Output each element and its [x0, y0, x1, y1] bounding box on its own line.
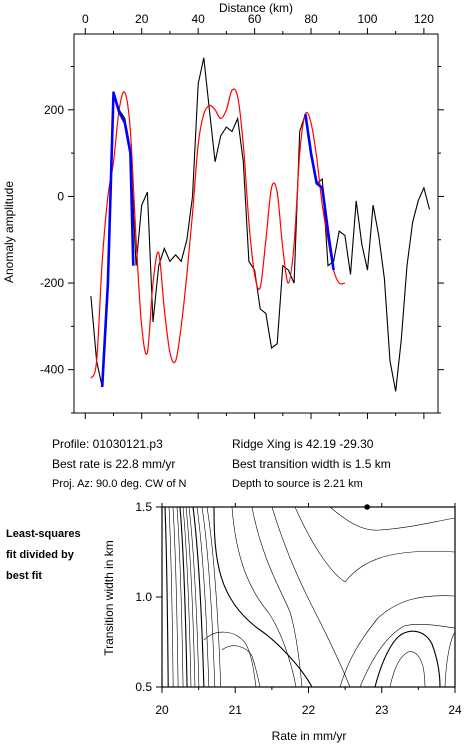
contour-line: [201, 506, 216, 688]
side-label-line: best fit: [6, 570, 43, 582]
profile-name: Profile: 01030121.p3: [52, 437, 163, 451]
contour-x-tick-label: 24: [448, 703, 462, 717]
contour-y-ticks: 0.5 1.0 1.5: [135, 500, 162, 694]
best-transition-width: Best transition width is 1.5 km: [232, 457, 391, 471]
contour-line: [444, 631, 456, 688]
contour-line: [329, 506, 456, 531]
contour-line: [359, 624, 456, 688]
contour-line: [231, 506, 297, 688]
contour-line: [213, 506, 313, 688]
depth-to-source: Depth to source is 2.21 km: [232, 478, 363, 490]
contour-line: [251, 506, 303, 688]
side-label-line: Least-squares: [6, 528, 81, 540]
projection-azimuth: Proj. Az: 90.0 deg. CW of N: [52, 478, 187, 490]
contour-line: [188, 506, 200, 688]
model-anomaly-line: [90, 88, 346, 379]
fit-window-line: [100, 91, 335, 388]
side-label-line: fit divided by: [6, 549, 74, 561]
contour-line: [271, 506, 351, 688]
profile-x-ticks: 0 20 40 60 80 100 120: [82, 12, 434, 419]
contour-x-tick-label: 20: [155, 703, 169, 717]
contour-line: [374, 630, 441, 688]
profile-y-tick-label: 0: [57, 189, 64, 203]
contour-line: [196, 506, 210, 688]
profile-x-tick-label: 60: [248, 12, 262, 26]
profile-x-tick-label: 40: [191, 12, 205, 26]
profile-y-tick-label: -200: [40, 276, 64, 290]
contour-line: [294, 506, 456, 583]
profile-x-tick-label: 100: [357, 12, 377, 26]
profile-x-tick-label: 0: [82, 12, 89, 26]
profile-plot-frame: [73, 33, 439, 414]
profile-x-tick-label: 120: [414, 12, 434, 26]
profile-series: [90, 57, 431, 392]
contour-line: [176, 506, 184, 688]
profile-y-ticks: -400 -200 0 200: [40, 65, 444, 414]
contour-line: [164, 506, 169, 688]
profile-y-axis-label: Anomaly amplitude: [2, 181, 16, 283]
contour-y-axis-label: Transition width in km: [102, 540, 116, 656]
profile-y-tick-label: 200: [44, 103, 64, 117]
profile-x-tick-label: 20: [135, 12, 149, 26]
contour-line: [185, 506, 196, 688]
contour-line: [182, 506, 192, 688]
profile-y-tick-label: -400: [40, 363, 64, 377]
contour-line: [339, 595, 456, 688]
contour-line: [203, 631, 257, 688]
ridge-crossing: Ridge Xing is 42.19 -29.30: [232, 437, 374, 451]
best-fit-marker: [364, 504, 370, 510]
contour-line: [192, 506, 205, 688]
contour-lines: [164, 504, 456, 688]
contour-y-tick-label: 0.5: [135, 680, 152, 694]
contour-line: [389, 651, 426, 688]
contour-x-ticks: 20 21 22 23 24: [155, 503, 462, 717]
contour-side-label: Least-squares fit divided by best fit: [6, 524, 96, 587]
contour-x-tick-label: 22: [302, 703, 316, 717]
contour-line: [206, 506, 222, 688]
contour-x-axis-label: Rate in mm/yr: [272, 729, 347, 743]
best-rate: Best rate is 22.8 mm/yr: [52, 457, 176, 471]
contour-x-tick-label: 21: [229, 703, 243, 717]
profile-x-axis-label: Distance (km): [219, 1, 293, 15]
contour-line: [179, 506, 188, 688]
contour-plot-frame: [161, 506, 456, 688]
contour-line: [168, 506, 174, 688]
contour-line: [172, 506, 179, 688]
contour-line: [221, 645, 261, 688]
contour-y-tick-label: 1.5: [135, 500, 152, 514]
observed-anomaly-line: [90, 57, 431, 392]
profile-x-tick-label: 80: [304, 12, 318, 26]
contour-y-tick-label: 1.0: [135, 590, 152, 604]
contour-x-tick-label: 23: [375, 703, 389, 717]
